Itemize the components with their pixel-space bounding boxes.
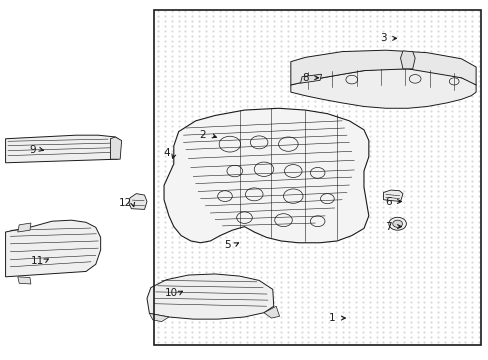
- Polygon shape: [383, 190, 402, 202]
- Polygon shape: [290, 50, 475, 85]
- Circle shape: [392, 220, 402, 227]
- Text: 10: 10: [164, 288, 178, 298]
- Text: 12: 12: [118, 198, 131, 208]
- Text: 4: 4: [163, 148, 169, 158]
- Text: 1: 1: [328, 313, 335, 323]
- Text: 7: 7: [384, 222, 391, 231]
- Text: 3: 3: [379, 33, 386, 43]
- Polygon shape: [129, 194, 147, 210]
- Polygon shape: [5, 135, 120, 163]
- Text: 6: 6: [384, 197, 391, 207]
- Circle shape: [388, 217, 406, 230]
- Text: 8: 8: [302, 73, 308, 83]
- Polygon shape: [290, 69, 475, 108]
- Polygon shape: [264, 306, 279, 318]
- Polygon shape: [300, 74, 321, 83]
- Text: 9: 9: [29, 144, 36, 154]
- Text: 5: 5: [224, 239, 230, 249]
- Polygon shape: [163, 108, 368, 243]
- Polygon shape: [400, 51, 414, 69]
- Polygon shape: [110, 137, 122, 159]
- Polygon shape: [5, 220, 101, 277]
- Polygon shape: [149, 314, 168, 321]
- Text: 2: 2: [199, 130, 206, 140]
- Polygon shape: [147, 274, 273, 319]
- Text: 11: 11: [31, 256, 44, 266]
- Polygon shape: [18, 223, 31, 232]
- Polygon shape: [18, 277, 31, 284]
